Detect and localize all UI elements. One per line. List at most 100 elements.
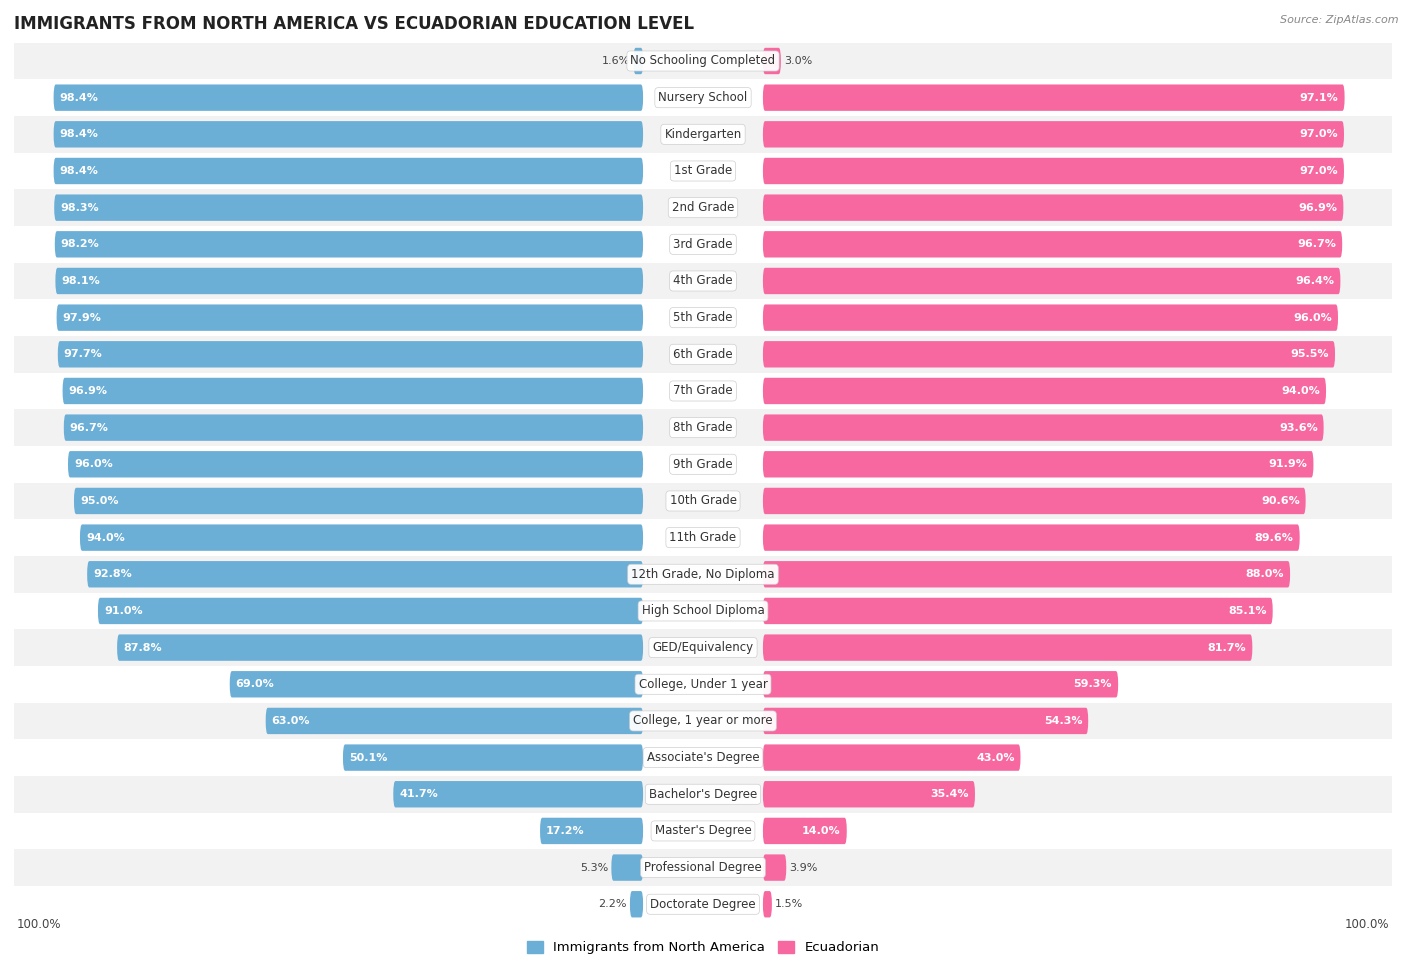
Text: 10th Grade: 10th Grade: [669, 494, 737, 507]
FancyBboxPatch shape: [63, 414, 643, 441]
Text: 98.4%: 98.4%: [59, 93, 98, 102]
Text: 3.9%: 3.9%: [789, 863, 818, 873]
FancyBboxPatch shape: [14, 189, 1392, 226]
FancyBboxPatch shape: [763, 488, 1306, 514]
FancyBboxPatch shape: [763, 525, 1299, 551]
Text: 2.2%: 2.2%: [599, 899, 627, 910]
Text: 41.7%: 41.7%: [399, 789, 439, 800]
FancyBboxPatch shape: [763, 671, 1118, 697]
FancyBboxPatch shape: [763, 85, 1344, 111]
Text: 97.0%: 97.0%: [1299, 130, 1339, 139]
Text: 59.3%: 59.3%: [1074, 680, 1112, 689]
Text: 50.1%: 50.1%: [349, 753, 387, 762]
Text: 97.9%: 97.9%: [63, 313, 101, 323]
Text: 97.7%: 97.7%: [63, 349, 103, 360]
FancyBboxPatch shape: [14, 43, 1392, 79]
FancyBboxPatch shape: [14, 812, 1392, 849]
FancyBboxPatch shape: [763, 158, 1344, 184]
FancyBboxPatch shape: [14, 262, 1392, 299]
FancyBboxPatch shape: [763, 818, 846, 844]
FancyBboxPatch shape: [763, 891, 772, 917]
FancyBboxPatch shape: [53, 158, 643, 184]
FancyBboxPatch shape: [763, 231, 1343, 257]
Text: 100.0%: 100.0%: [1344, 917, 1389, 931]
FancyBboxPatch shape: [763, 194, 1343, 221]
FancyBboxPatch shape: [14, 446, 1392, 483]
FancyBboxPatch shape: [229, 671, 643, 697]
FancyBboxPatch shape: [612, 854, 643, 880]
Text: 98.1%: 98.1%: [62, 276, 100, 286]
FancyBboxPatch shape: [14, 483, 1392, 520]
FancyBboxPatch shape: [14, 299, 1392, 336]
FancyBboxPatch shape: [763, 121, 1344, 147]
FancyBboxPatch shape: [63, 377, 643, 405]
FancyBboxPatch shape: [343, 744, 643, 771]
FancyBboxPatch shape: [763, 341, 1336, 368]
Text: Nursery School: Nursery School: [658, 91, 748, 104]
Text: 96.7%: 96.7%: [70, 422, 108, 433]
FancyBboxPatch shape: [266, 708, 643, 734]
Text: 85.1%: 85.1%: [1229, 605, 1267, 616]
Text: Master's Degree: Master's Degree: [655, 825, 751, 838]
Text: 5.3%: 5.3%: [581, 863, 609, 873]
Text: Bachelor's Degree: Bachelor's Degree: [650, 788, 756, 800]
FancyBboxPatch shape: [67, 451, 643, 478]
Legend: Immigrants from North America, Ecuadorian: Immigrants from North America, Ecuadoria…: [522, 936, 884, 959]
FancyBboxPatch shape: [14, 79, 1392, 116]
Text: 9th Grade: 9th Grade: [673, 458, 733, 471]
Text: 3rd Grade: 3rd Grade: [673, 238, 733, 251]
Text: 93.6%: 93.6%: [1279, 422, 1317, 433]
FancyBboxPatch shape: [14, 593, 1392, 629]
Text: 96.4%: 96.4%: [1295, 276, 1334, 286]
FancyBboxPatch shape: [55, 194, 643, 221]
Text: 6th Grade: 6th Grade: [673, 348, 733, 361]
Text: Doctorate Degree: Doctorate Degree: [650, 898, 756, 911]
Text: 96.9%: 96.9%: [69, 386, 108, 396]
Text: 2nd Grade: 2nd Grade: [672, 201, 734, 214]
FancyBboxPatch shape: [56, 304, 643, 331]
FancyBboxPatch shape: [763, 635, 1253, 661]
Text: 92.8%: 92.8%: [93, 569, 132, 579]
Text: No Schooling Completed: No Schooling Completed: [630, 55, 776, 67]
FancyBboxPatch shape: [14, 372, 1392, 409]
FancyBboxPatch shape: [14, 226, 1392, 262]
FancyBboxPatch shape: [87, 561, 643, 588]
FancyBboxPatch shape: [14, 556, 1392, 593]
Text: 89.6%: 89.6%: [1254, 532, 1294, 543]
FancyBboxPatch shape: [763, 708, 1088, 734]
Text: GED/Equivalency: GED/Equivalency: [652, 642, 754, 654]
Text: Kindergarten: Kindergarten: [665, 128, 741, 140]
Text: 1.5%: 1.5%: [775, 899, 803, 910]
FancyBboxPatch shape: [634, 48, 643, 74]
FancyBboxPatch shape: [117, 635, 643, 661]
Text: 3.0%: 3.0%: [785, 56, 813, 66]
Text: Associate's Degree: Associate's Degree: [647, 751, 759, 764]
Text: 1st Grade: 1st Grade: [673, 165, 733, 177]
Text: 97.1%: 97.1%: [1301, 93, 1339, 102]
FancyBboxPatch shape: [14, 703, 1392, 739]
Text: 100.0%: 100.0%: [17, 917, 62, 931]
Text: 4th Grade: 4th Grade: [673, 275, 733, 288]
FancyBboxPatch shape: [394, 781, 643, 807]
Text: 1.6%: 1.6%: [602, 56, 630, 66]
Text: IMMIGRANTS FROM NORTH AMERICA VS ECUADORIAN EDUCATION LEVEL: IMMIGRANTS FROM NORTH AMERICA VS ECUADOR…: [14, 15, 695, 32]
Text: 63.0%: 63.0%: [271, 716, 311, 726]
Text: Professional Degree: Professional Degree: [644, 861, 762, 875]
Text: 98.4%: 98.4%: [59, 166, 98, 176]
FancyBboxPatch shape: [763, 48, 780, 74]
Text: 96.7%: 96.7%: [1298, 239, 1336, 250]
FancyBboxPatch shape: [55, 231, 643, 257]
Text: 12th Grade, No Diploma: 12th Grade, No Diploma: [631, 567, 775, 581]
FancyBboxPatch shape: [630, 891, 643, 917]
FancyBboxPatch shape: [763, 854, 786, 880]
Text: 90.6%: 90.6%: [1261, 496, 1299, 506]
FancyBboxPatch shape: [53, 85, 643, 111]
Text: 96.0%: 96.0%: [75, 459, 112, 469]
Text: 11th Grade: 11th Grade: [669, 531, 737, 544]
Text: 96.9%: 96.9%: [1298, 203, 1337, 213]
FancyBboxPatch shape: [53, 121, 643, 147]
Text: 81.7%: 81.7%: [1208, 643, 1246, 652]
Text: 35.4%: 35.4%: [931, 789, 969, 800]
FancyBboxPatch shape: [75, 488, 643, 514]
FancyBboxPatch shape: [14, 410, 1392, 446]
